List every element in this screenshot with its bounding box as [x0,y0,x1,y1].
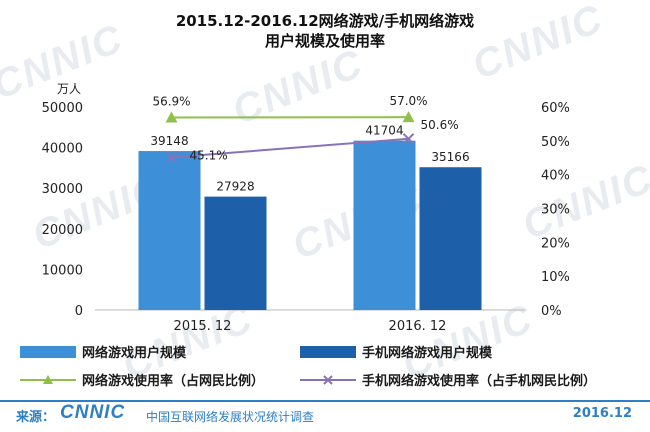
legend-triangle-icon [20,374,76,384]
data-point [402,133,415,145]
y-right-tick-label: 50% [541,135,570,150]
chart-title: 2015.12-2016.12网络游戏/手机网络游戏 [175,12,475,30]
legend-label: 网络游戏用户规模 [82,346,187,361]
y-left-tick-label: 40000 [42,142,83,157]
y-left-tick-label: 10000 [42,263,83,278]
bar [353,140,416,310]
bar [138,151,201,310]
data-point [165,111,178,123]
y-right-tick-label: 10% [541,270,570,285]
footer-source-label: 来源： [16,410,56,425]
y-left-tick-label: 0 [75,304,83,319]
y-left-tick-label: 50000 [42,101,83,116]
y-right-tick-label: 0% [541,304,562,319]
legend-swatch-bar2 [300,345,356,358]
line-value-label: 57.0% [389,94,427,108]
legend-label: 手机网络游戏用户规模 [362,346,493,361]
legend-label: 网络游戏使用率（占网民比例） [82,374,265,389]
bar-value-label: 27928 [216,180,254,194]
footer-divider [0,400,650,402]
line-value-label: 56.9% [152,94,190,108]
y-right-tick-label: 40% [541,169,570,184]
x-tick-label: 2016. 12 [389,319,447,334]
chart-subtitle: 用户规模及使用率 [264,32,385,50]
legend-x-marker-icon [300,374,356,385]
line-value-label: 45.1% [190,148,228,162]
y-right-tick-label: 20% [541,236,570,251]
cnnic-logo: CNNIC [60,402,126,423]
series-line [171,137,409,159]
legend-item-bar2: 手机网络游戏用户规模 [300,342,492,361]
legend-item-bar1: 网络游戏用户规模 [20,342,186,361]
legend-swatch-bar1 [20,345,76,358]
bar-value-label: 39148 [150,134,188,148]
bar [204,196,267,310]
x-tick-label: 2015. 12 [174,319,232,334]
legend-item-line1: 网络游戏使用率（占网民比例） [20,370,264,389]
bar-value-label: 35166 [431,150,469,164]
data-point [402,111,415,123]
bar [419,167,482,310]
y-left-unit-label: 万人 [57,82,81,96]
legend-label: 手机网络游戏使用率（占手机网民比例） [362,374,597,389]
footer-date: 2016.12 [572,406,632,421]
y-left-tick-label: 20000 [42,223,83,238]
bar-value-label: 41704 [365,124,403,138]
y-right-tick-label: 30% [541,203,570,218]
footer-org-name: 中国互联网络发展状况统计调查 [146,410,315,424]
y-left-tick-label: 30000 [42,182,83,197]
data-point [165,151,178,164]
y-right-tick-label: 60% [541,101,570,116]
legend-item-line2: 手机网络游戏使用率（占手机网民比例） [300,370,596,389]
line-value-label: 50.6% [421,118,459,132]
